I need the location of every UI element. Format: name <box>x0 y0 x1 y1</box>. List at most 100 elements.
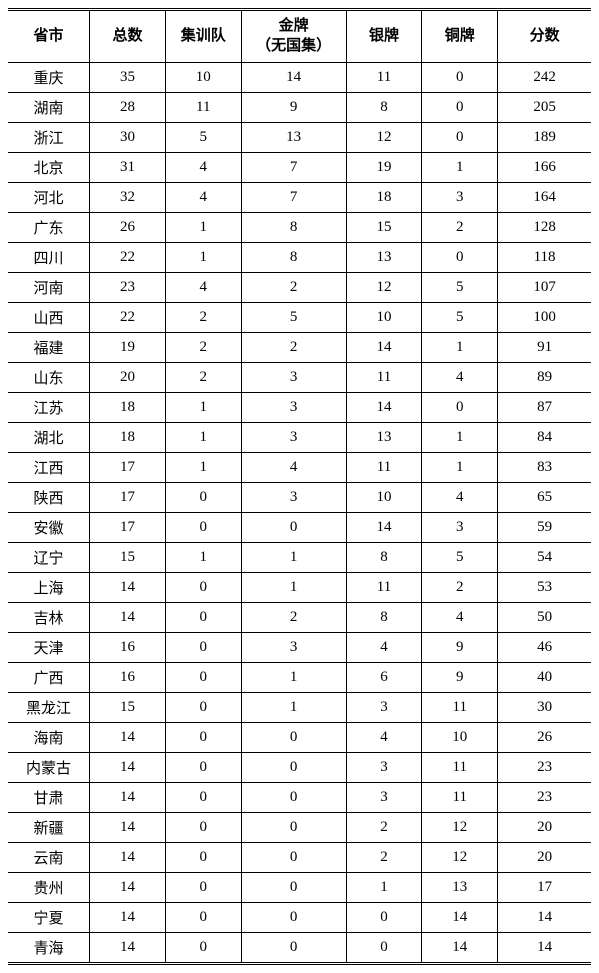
cell-total: 14 <box>90 753 166 783</box>
table-row: 江西171411183 <box>8 453 591 483</box>
table-row: 陕西170310465 <box>8 483 591 513</box>
cell-total: 18 <box>90 423 166 453</box>
cell-gold: 3 <box>241 393 346 423</box>
cell-gold: 2 <box>241 603 346 633</box>
cell-total: 22 <box>90 243 166 273</box>
cell-silver: 11 <box>346 63 422 93</box>
cell-jixun: 0 <box>165 813 241 843</box>
cell-silver: 11 <box>346 363 422 393</box>
cell-total: 14 <box>90 723 166 753</box>
cell-silver: 14 <box>346 513 422 543</box>
cell-bronze: 1 <box>422 333 498 363</box>
cell-silver: 14 <box>346 393 422 423</box>
table-row: 青海140001414 <box>8 933 591 964</box>
cell-bronze: 0 <box>422 93 498 123</box>
cell-score: 89 <box>498 363 591 393</box>
table-row: 吉林14028450 <box>8 603 591 633</box>
cell-province: 河南 <box>8 273 90 303</box>
cell-jixun: 0 <box>165 873 241 903</box>
table-row: 湖北181313184 <box>8 423 591 453</box>
table-row: 贵州140011317 <box>8 873 591 903</box>
cell-silver: 0 <box>346 933 422 964</box>
cell-gold: 1 <box>241 663 346 693</box>
cell-score: 23 <box>498 783 591 813</box>
cell-gold: 0 <box>241 783 346 813</box>
cell-gold: 0 <box>241 513 346 543</box>
cell-score: 128 <box>498 213 591 243</box>
cell-gold: 5 <box>241 303 346 333</box>
cell-bronze: 0 <box>422 123 498 153</box>
table-row: 天津16034946 <box>8 633 591 663</box>
cell-province: 浙江 <box>8 123 90 153</box>
cell-silver: 11 <box>346 453 422 483</box>
cell-silver: 4 <box>346 633 422 663</box>
cell-province: 上海 <box>8 573 90 603</box>
cell-total: 14 <box>90 603 166 633</box>
cell-total: 31 <box>90 153 166 183</box>
cell-score: 59 <box>498 513 591 543</box>
cell-jixun: 2 <box>165 333 241 363</box>
table-row: 黑龙江150131130 <box>8 693 591 723</box>
cell-jixun: 11 <box>165 93 241 123</box>
table-row: 广东2618152128 <box>8 213 591 243</box>
cell-bronze: 14 <box>422 903 498 933</box>
cell-silver: 18 <box>346 183 422 213</box>
cell-total: 15 <box>90 543 166 573</box>
cell-silver: 11 <box>346 573 422 603</box>
table-row: 上海140111253 <box>8 573 591 603</box>
cell-silver: 3 <box>346 753 422 783</box>
cell-silver: 6 <box>346 663 422 693</box>
cell-province: 云南 <box>8 843 90 873</box>
cell-score: 54 <box>498 543 591 573</box>
cell-jixun: 1 <box>165 213 241 243</box>
cell-total: 14 <box>90 933 166 964</box>
cell-province: 河北 <box>8 183 90 213</box>
cell-jixun: 0 <box>165 783 241 813</box>
cell-bronze: 4 <box>422 603 498 633</box>
cell-silver: 10 <box>346 483 422 513</box>
table-row: 四川2218130118 <box>8 243 591 273</box>
cell-gold: 8 <box>241 243 346 273</box>
table-row: 内蒙古140031123 <box>8 753 591 783</box>
cell-province: 重庆 <box>8 63 90 93</box>
cell-gold: 4 <box>241 453 346 483</box>
cell-score: 14 <box>498 933 591 964</box>
cell-bronze: 2 <box>422 573 498 603</box>
cell-jixun: 5 <box>165 123 241 153</box>
cell-province: 湖南 <box>8 93 90 123</box>
cell-bronze: 13 <box>422 873 498 903</box>
cell-total: 17 <box>90 483 166 513</box>
cell-total: 14 <box>90 903 166 933</box>
cell-score: 46 <box>498 633 591 663</box>
cell-jixun: 2 <box>165 303 241 333</box>
cell-total: 17 <box>90 513 166 543</box>
cell-score: 164 <box>498 183 591 213</box>
cell-bronze: 9 <box>422 633 498 663</box>
table-row: 山东202311489 <box>8 363 591 393</box>
cell-score: 14 <box>498 903 591 933</box>
cell-province: 广东 <box>8 213 90 243</box>
cell-total: 14 <box>90 843 166 873</box>
cell-jixun: 1 <box>165 393 241 423</box>
cell-jixun: 0 <box>165 723 241 753</box>
cell-total: 19 <box>90 333 166 363</box>
cell-silver: 19 <box>346 153 422 183</box>
cell-gold: 9 <box>241 93 346 123</box>
cell-jixun: 1 <box>165 423 241 453</box>
header-silver: 银牌 <box>346 10 422 63</box>
cell-bronze: 1 <box>422 153 498 183</box>
cell-silver: 8 <box>346 93 422 123</box>
cell-total: 16 <box>90 663 166 693</box>
cell-total: 23 <box>90 273 166 303</box>
cell-province: 山东 <box>8 363 90 393</box>
cell-gold: 7 <box>241 183 346 213</box>
table-row: 河北3247183164 <box>8 183 591 213</box>
cell-bronze: 11 <box>422 693 498 723</box>
cell-jixun: 0 <box>165 753 241 783</box>
cell-gold: 13 <box>241 123 346 153</box>
cell-gold: 1 <box>241 573 346 603</box>
cell-silver: 12 <box>346 273 422 303</box>
cell-gold: 0 <box>241 723 346 753</box>
cell-silver: 15 <box>346 213 422 243</box>
cell-province: 宁夏 <box>8 903 90 933</box>
